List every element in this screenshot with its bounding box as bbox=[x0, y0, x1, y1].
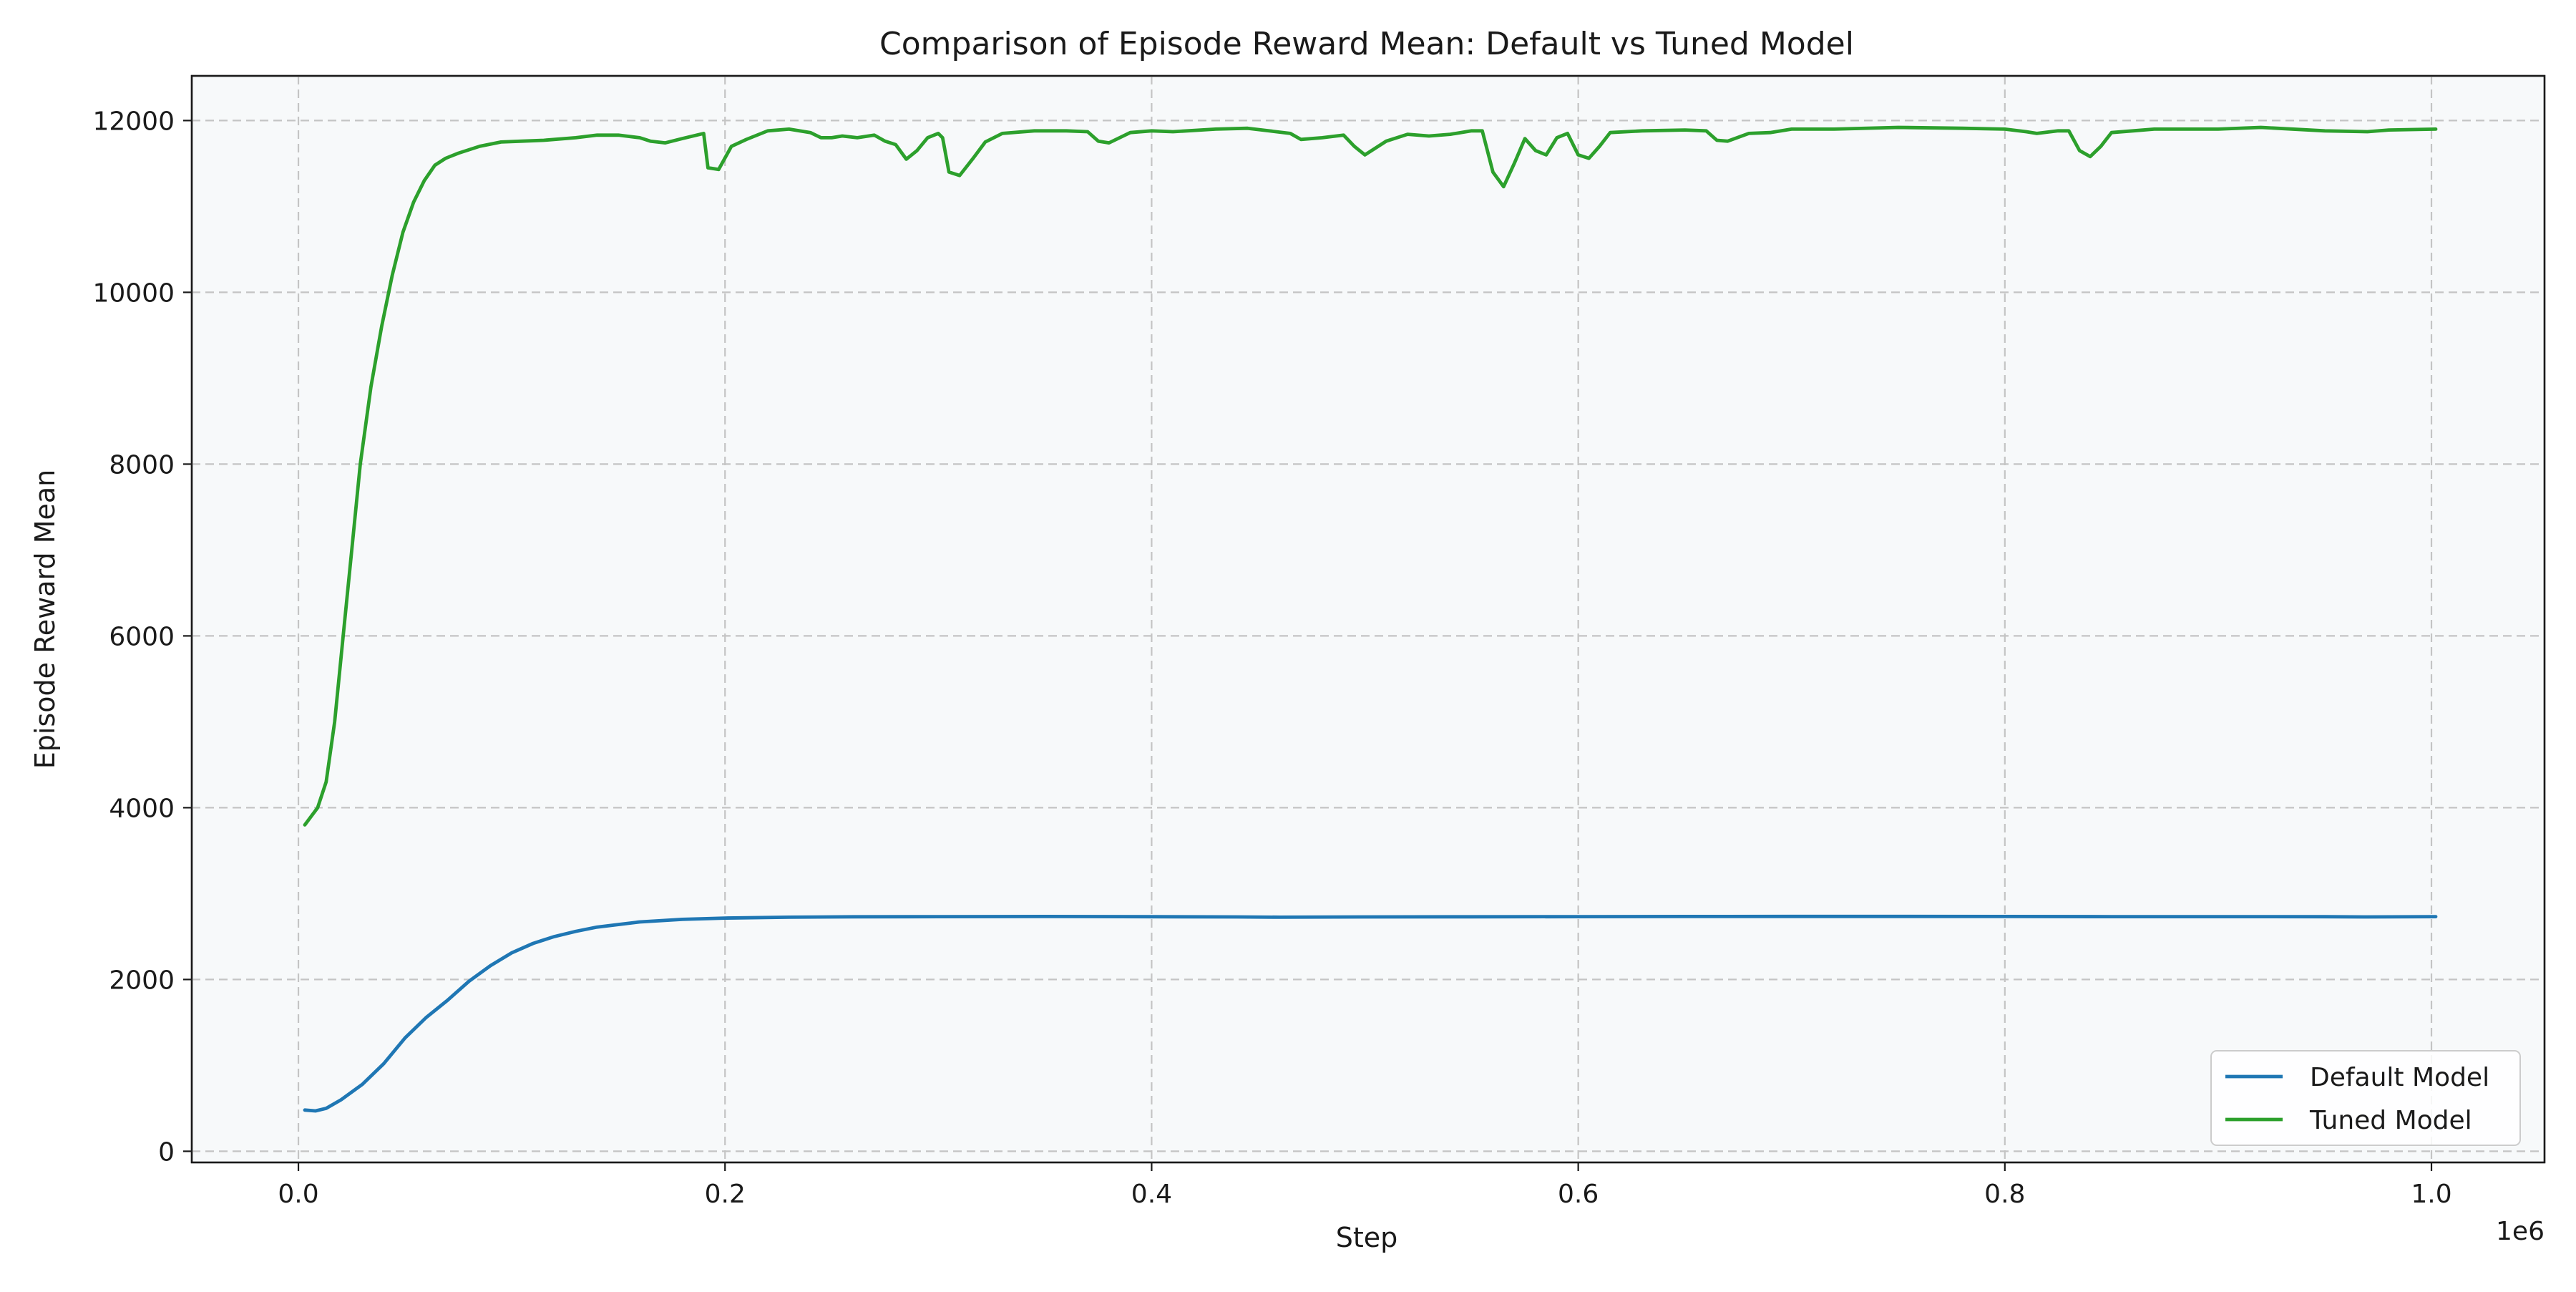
x-tick-label: 0.8 bbox=[1984, 1180, 2025, 1209]
plot-area bbox=[190, 74, 2546, 1164]
series-line-default-model bbox=[303, 914, 2438, 1113]
series-line-tuned-model bbox=[303, 125, 2438, 827]
y-tick-label: 12000 bbox=[92, 107, 175, 136]
x-tick-label: 1.0 bbox=[2411, 1180, 2451, 1209]
plot-border bbox=[190, 74, 2546, 1164]
y-tick-label: 4000 bbox=[109, 794, 175, 823]
x-axis-offset-label: 1e6 bbox=[2496, 1217, 2545, 1246]
y-tick-label: 0 bbox=[158, 1137, 175, 1167]
series-lines bbox=[303, 125, 2438, 1113]
x-axis-label: Step bbox=[1336, 1222, 1398, 1253]
y-tick-label: 8000 bbox=[109, 450, 175, 480]
y-tick-label: 6000 bbox=[109, 622, 175, 651]
x-tick-label: 0.4 bbox=[1131, 1180, 1172, 1209]
legend-box bbox=[2210, 1050, 2521, 1146]
x-tick-label: 0.2 bbox=[705, 1180, 746, 1209]
x-tick-label: 0.0 bbox=[278, 1180, 318, 1209]
y-tick-label: 10000 bbox=[92, 278, 175, 308]
x-tick-label: 0.6 bbox=[1558, 1180, 1599, 1209]
y-tick-label: 2000 bbox=[109, 966, 175, 995]
grid-lines bbox=[192, 76, 2545, 1162]
y-axis-label: Episode Reward Mean bbox=[29, 470, 61, 769]
y-axis-ticks: 0 2000 4000 6000 8000 10000 12000 bbox=[92, 107, 192, 1167]
chart-title: Comparison of Episode Reward Mean: Defau… bbox=[879, 26, 1854, 62]
legend-label-default-model: Default Model bbox=[2310, 1063, 2489, 1092]
x-axis-ticks: 0.0 0.2 0.4 0.6 0.8 1.0 bbox=[278, 1162, 2452, 1209]
legend-label-tuned-model: Tuned Model bbox=[2309, 1106, 2472, 1135]
legend: Default Model Tuned Model bbox=[2210, 1050, 2521, 1146]
